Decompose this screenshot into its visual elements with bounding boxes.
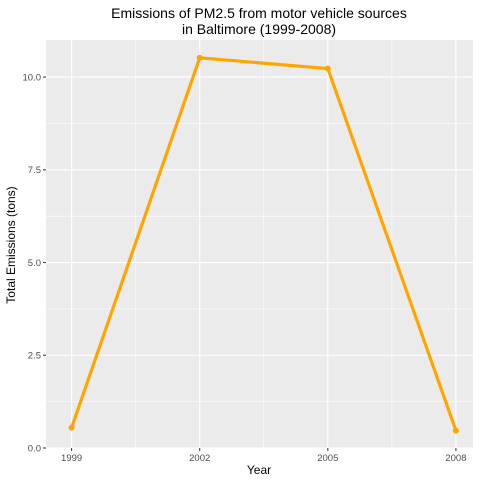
y-tick-label: 5.0 [28, 258, 41, 269]
panel-background [46, 40, 473, 448]
y-axis-title: Total Emissions (tons) [4, 186, 18, 303]
x-tick-label: 1999 [61, 453, 82, 464]
x-axis-title: Year [247, 463, 271, 477]
x-tick-label: 2002 [189, 453, 210, 464]
axis-layer: 0.0 2.5 5.0 7.5 10.0 1999 2002 2005 2008 [23, 72, 467, 464]
series-layer [68, 54, 459, 434]
data-point [196, 54, 203, 61]
grid-lines [46, 40, 473, 449]
data-point [452, 427, 459, 434]
x-tick-label: 2008 [445, 453, 466, 464]
data-point [68, 424, 75, 431]
plot-panel [46, 40, 473, 448]
y-tick-label: 0.0 [28, 443, 41, 454]
chart-title-line-1: Emissions of PM2.5 from motor vehicle so… [111, 5, 407, 21]
series-line [70, 56, 458, 432]
data-point [324, 65, 331, 72]
x-tick-label: 2005 [317, 453, 338, 464]
y-tick-label: 10.0 [23, 72, 42, 83]
chart-title-line-2: in Baltimore (1999-2008) [182, 21, 336, 37]
y-tick-label: 7.5 [28, 165, 41, 176]
y-tick-label: 2.5 [28, 351, 41, 362]
